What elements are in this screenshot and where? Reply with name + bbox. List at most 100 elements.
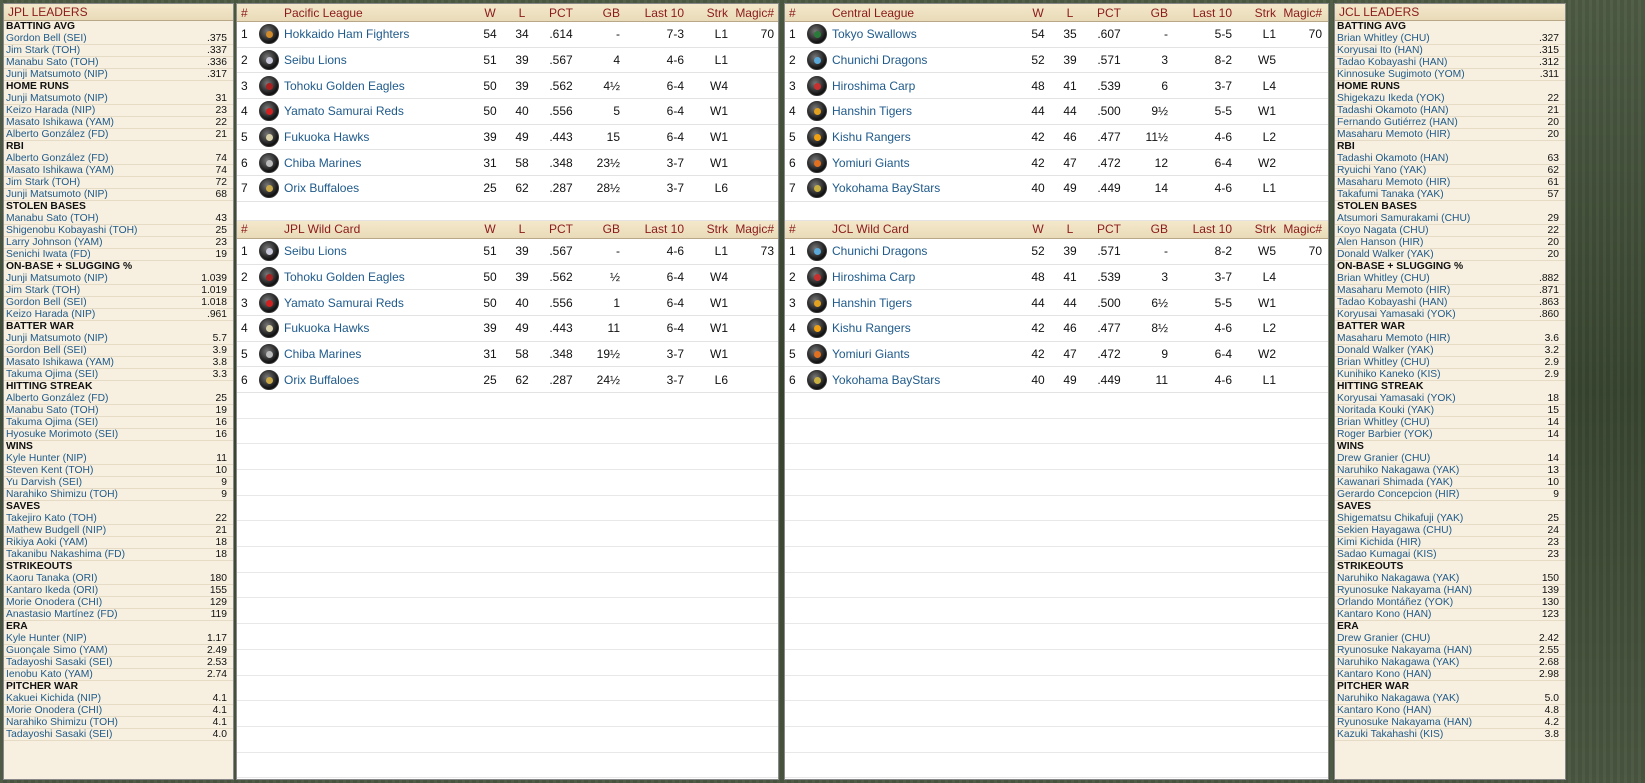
leader-player-link[interactable]: Ienobu Kato (YAM) [6,669,93,680]
leader-player-link[interactable]: Masato Ishikawa (YAM) [6,165,114,176]
leader-player-link[interactable]: Steven Kent (TOH) [6,465,94,476]
leader-player-link[interactable]: Kazuki Takahashi (KIS) [1337,729,1444,740]
team-row[interactable]: 6 Chiba Marines 31 58 .348 23½ 3-7 W1 [237,150,778,177]
leader-player-link[interactable]: Koryusai Ito (HAN) [1337,45,1423,56]
leader-player-link[interactable]: Ryunosuke Nakayama (HAN) [1337,717,1473,728]
leader-player-link[interactable]: Kyle Hunter (NIP) [6,633,87,644]
team-row[interactable]: 2 Hiroshima Carp 48 41 .539 3 3-7 L4 [785,265,1328,291]
leader-player-link[interactable]: Morie Onodera (CHI) [6,705,103,716]
team-logo-icon[interactable] [259,75,279,96]
leader-player-link[interactable]: Masato Ishikawa (YAM) [6,117,114,128]
leader-player-link[interactable]: Hyosuke Morimoto (SEI) [6,429,119,440]
leader-player-link[interactable]: Rikiya Aoki (YAM) [6,537,88,548]
leader-player-link[interactable]: Narahiko Shimizu (TOH) [6,489,118,500]
team-name-link[interactable]: Tohoku Golden Eagles [284,78,405,93]
leader-player-link[interactable]: Sadao Kumagai (KIS) [1337,549,1437,560]
leader-player-link[interactable]: Jim Stark (TOH) [6,285,81,296]
jcl-wildcard-title[interactable]: JCL Wild Card [832,222,909,237]
leader-player-link[interactable]: Kaoru Tanaka (ORI) [6,573,98,584]
team-logo-icon[interactable] [259,178,279,199]
leader-player-link[interactable]: Junji Matsumoto (NIP) [6,189,108,200]
leader-player-link[interactable]: Takafumi Tanaka (YAK) [1337,189,1444,200]
leader-player-link[interactable]: Junji Matsumoto (NIP) [6,69,108,80]
leader-player-link[interactable]: Brian Whitley (CHU) [1337,33,1430,44]
team-logo-icon[interactable] [807,266,827,287]
team-name-link[interactable]: Orix Buffaloes [284,372,360,387]
leader-player-link[interactable]: Tadayoshi Sasaki (SEI) [6,729,113,740]
team-row[interactable]: 1 Tokyo Swallows 54 35 .607 - 5-5 L1 70 [785,22,1328,48]
team-row[interactable]: 5 Kishu Rangers 42 46 .477 11½ 4-6 L2 [785,125,1328,151]
team-name-link[interactable]: Hokkaido Ham Fighters [284,27,410,42]
team-row[interactable]: 3 Hiroshima Carp 48 41 .539 6 3-7 L4 [785,73,1328,100]
leader-player-link[interactable]: Manabu Sato (TOH) [6,405,99,416]
leader-player-link[interactable]: Brian Whitley (CHU) [1337,417,1430,428]
leader-player-link[interactable]: Koryusai Yamasaki (YOK) [1337,393,1456,404]
leader-player-link[interactable]: Gordon Bell (SEI) [6,33,87,44]
leader-player-link[interactable]: Takejiro Kato (TOH) [6,513,97,524]
col-strk[interactable]: Strk [706,5,728,20]
leader-player-link[interactable]: Tadao Kobayashi (HAN) [1337,57,1448,68]
team-name-link[interactable]: Hiroshima Carp [832,269,916,284]
leader-player-link[interactable]: Jim Stark (TOH) [6,177,81,188]
leader-player-link[interactable]: Donald Walker (YAK) [1337,345,1434,356]
leader-player-link[interactable]: Masaharu Memoto (HIR) [1337,333,1451,344]
team-name-link[interactable]: Hiroshima Carp [832,78,916,93]
leader-player-link[interactable]: Tadashi Okamoto (HAN) [1337,105,1449,116]
leader-player-link[interactable]: Gordon Bell (SEI) [6,345,87,356]
team-name-link[interactable]: Seibu Lions [284,53,347,68]
col-pct[interactable]: PCT [549,5,573,20]
leader-player-link[interactable]: Anastasio Martínez (FD) [6,609,118,620]
leader-player-link[interactable]: Larry Johnson (YAM) [6,237,103,248]
team-logo-icon[interactable] [259,266,279,287]
leader-player-link[interactable]: Kakuei Kichida (NIP) [6,693,101,704]
leader-player-link[interactable]: Kantaro Kono (HAN) [1337,705,1432,716]
leader-player-link[interactable]: Keizo Harada (NIP) [6,105,96,116]
leader-player-link[interactable]: Noritada Kouki (YAK) [1337,405,1435,416]
team-row[interactable]: 4 Hanshin Tigers 44 44 .500 9½ 5-5 W1 [785,99,1328,125]
leader-player-link[interactable]: Roger Barbier (YOK) [1337,429,1433,440]
team-row[interactable]: 2 Chunichi Dragons 52 39 .571 3 8-2 W5 [785,48,1328,74]
leader-player-link[interactable]: Drew Granier (CHU) [1337,453,1431,464]
team-name-link[interactable]: Chiba Marines [284,346,362,361]
leader-player-link[interactable]: Alberto González (FD) [6,129,109,140]
leader-player-link[interactable]: Ryunosuke Nakayama (HAN) [1337,585,1473,596]
leader-player-link[interactable]: Junji Matsumoto (NIP) [6,273,108,284]
team-row[interactable]: 3 Tohoku Golden Eagles 50 39 .562 4½ 6-4 W4 [237,73,778,100]
team-name-link[interactable]: Yamato Samurai Reds [284,295,404,310]
col-l[interactable]: L [518,5,526,20]
team-name-link[interactable]: Hanshin Tigers [832,104,913,119]
team-logo-icon[interactable] [807,178,827,199]
team-row[interactable]: 5 Chiba Marines 31 58 .348 19½ 3-7 W1 [237,342,778,368]
team-name-link[interactable]: Tokyo Swallows [832,27,917,42]
team-name-link[interactable]: Hanshin Tigers [832,295,913,310]
leader-player-link[interactable]: Gordon Bell (SEI) [6,297,87,308]
team-logo-icon[interactable] [259,241,279,262]
team-row[interactable]: 4 Fukuoka Hawks 39 49 .443 11 6-4 W1 [237,316,778,342]
leader-player-link[interactable]: Masaharu Memoto (HIR) [1337,129,1451,140]
team-logo-icon[interactable] [259,101,279,122]
leader-player-link[interactable]: Kinnosuke Sugimoto (YOM) [1337,69,1465,80]
leader-player-link[interactable]: Alberto González (FD) [6,153,109,164]
team-logo-icon[interactable] [807,292,827,313]
leader-player-link[interactable]: Manabu Sato (TOH) [6,213,99,224]
leader-player-link[interactable]: Naruhiko Nakagawa (YAK) [1337,465,1460,476]
team-logo-icon[interactable] [259,343,279,364]
leader-player-link[interactable]: Koyo Nagata (CHU) [1337,225,1429,236]
leader-player-link[interactable]: Kimi Kichida (HIR) [1337,537,1422,548]
leader-player-link[interactable]: Kantaro Kono (HAN) [1337,669,1432,680]
leader-player-link[interactable]: Kantaro Kono (HAN) [1337,609,1432,620]
team-row[interactable]: 1 Chunichi Dragons 52 39 .571 - 8-2 W5 70 [785,239,1328,265]
team-logo-icon[interactable] [807,369,827,390]
team-name-link[interactable]: Tohoku Golden Eagles [284,269,405,284]
team-name-link[interactable]: Yokohama BayStars [832,372,941,387]
leader-player-link[interactable]: Senichi Iwata (FD) [6,249,91,260]
team-row[interactable]: 2 Tohoku Golden Eagles 50 39 .562 ½ 6-4 W4 [237,265,778,291]
col-last10[interactable]: Last 10 [644,5,684,20]
team-logo-icon[interactable] [807,318,827,339]
leader-player-link[interactable]: Kunihiko Kaneko (KIS) [1337,369,1441,380]
team-row[interactable]: 5 Fukuoka Hawks 39 49 .443 15 6-4 W1 [237,125,778,151]
leader-player-link[interactable]: Alberto González (FD) [6,393,109,404]
leader-player-link[interactable]: Keizo Harada (NIP) [6,309,96,320]
team-logo-icon[interactable] [259,292,279,313]
team-name-link[interactable]: Seibu Lions [284,244,347,259]
